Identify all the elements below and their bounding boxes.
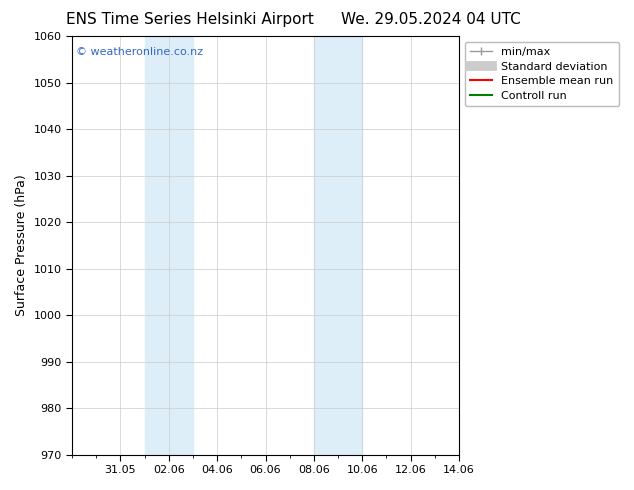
- Legend: min/max, Standard deviation, Ensemble mean run, Controll run: min/max, Standard deviation, Ensemble me…: [465, 42, 619, 106]
- Text: We. 29.05.2024 04 UTC: We. 29.05.2024 04 UTC: [341, 12, 521, 27]
- Bar: [145, 36, 193, 455]
- Y-axis label: Surface Pressure (hPa): Surface Pressure (hPa): [15, 174, 28, 316]
- Bar: [314, 36, 362, 455]
- Text: © weatheronline.co.nz: © weatheronline.co.nz: [76, 47, 203, 57]
- Text: ENS Time Series Helsinki Airport: ENS Time Series Helsinki Airport: [67, 12, 314, 27]
